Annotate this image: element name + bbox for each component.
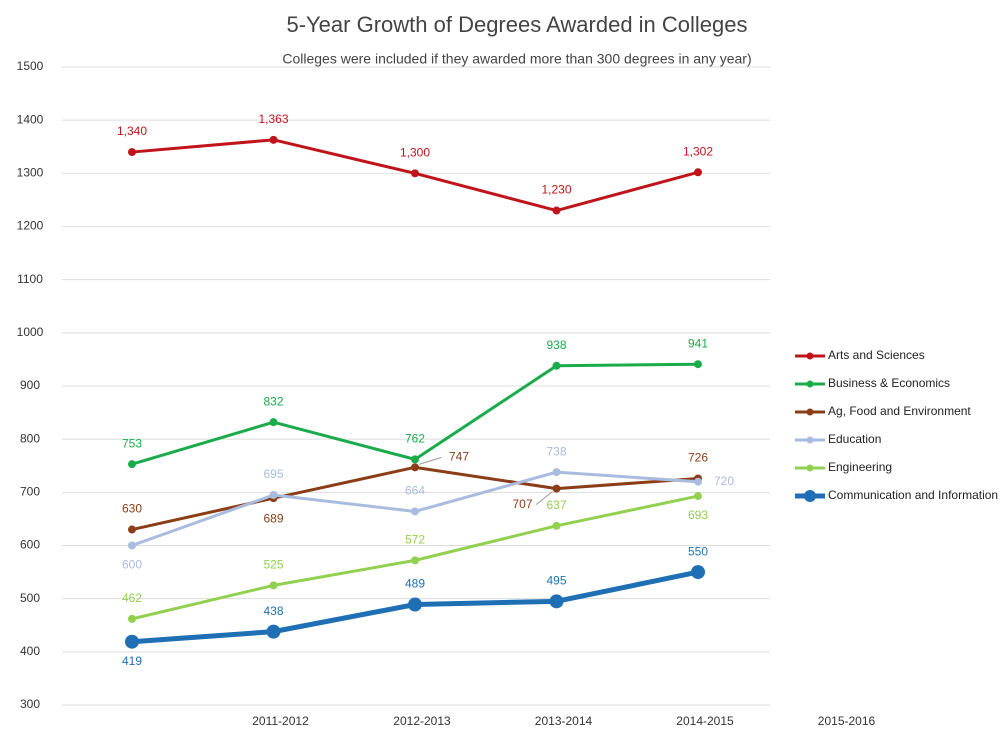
data-point <box>128 541 136 550</box>
y-tick-label: 700 <box>20 485 40 499</box>
data-label: 707 <box>512 497 532 511</box>
data-label: 1,300 <box>400 146 430 160</box>
data-point <box>411 507 419 516</box>
data-point <box>694 168 702 177</box>
data-point <box>552 468 561 477</box>
x-tick-label: 2015-2016 <box>818 714 876 728</box>
x-tick-label: 2013-2014 <box>535 714 593 728</box>
data-point <box>694 492 702 501</box>
leader-line <box>535 491 553 506</box>
y-tick-label: 1000 <box>17 325 44 339</box>
y-tick-label: 1300 <box>17 166 44 180</box>
data-label: 762 <box>405 432 425 446</box>
legend-marker <box>806 380 814 388</box>
data-point <box>411 169 419 178</box>
x-tick-label: 2014-2015 <box>676 714 734 728</box>
data-label: 637 <box>546 498 566 512</box>
data-label: 753 <box>122 436 142 450</box>
legend-label: Arts and Sciences <box>828 348 925 362</box>
data-point <box>552 361 561 370</box>
data-label: 419 <box>122 654 142 668</box>
y-tick-label: 400 <box>20 644 40 658</box>
y-tick-label: 1400 <box>17 112 44 126</box>
data-point <box>269 490 278 499</box>
data-point <box>549 594 564 609</box>
data-label: 938 <box>546 338 566 352</box>
series-line <box>131 362 699 466</box>
chart-subtitle: Colleges were included if they awarded m… <box>282 51 751 67</box>
data-point <box>694 477 702 486</box>
data-label: 525 <box>263 558 283 572</box>
legend-label: Engineering <box>828 460 892 474</box>
data-label: 1,302 <box>683 144 713 158</box>
y-tick-label: 900 <box>20 378 40 392</box>
data-label: 550 <box>688 544 708 558</box>
data-label: 438 <box>263 604 283 618</box>
data-label: 693 <box>688 508 708 522</box>
data-label: 747 <box>449 450 469 464</box>
data-label: 726 <box>688 451 708 465</box>
data-label: 1,230 <box>541 183 571 197</box>
legend-marker <box>806 408 814 416</box>
data-point <box>411 556 419 565</box>
data-point <box>269 581 278 590</box>
data-point <box>269 418 278 427</box>
leader-line <box>418 456 442 465</box>
data-point <box>269 135 278 144</box>
data-point <box>128 460 136 469</box>
y-tick-label: 500 <box>20 591 40 605</box>
data-point <box>552 206 561 215</box>
y-tick-label: 300 <box>20 697 40 711</box>
legend-label: Education <box>828 432 881 446</box>
data-label: 941 <box>688 336 708 350</box>
data-point <box>128 614 136 623</box>
data-point <box>691 565 705 580</box>
data-label: 720 <box>714 474 734 488</box>
data-point <box>411 455 419 464</box>
data-label: 1,340 <box>117 124 147 138</box>
data-label: 630 <box>122 502 142 516</box>
data-label: 462 <box>122 591 142 605</box>
data-point <box>408 597 422 612</box>
data-label: 689 <box>263 511 283 525</box>
data-point <box>125 634 139 649</box>
data-point <box>694 360 702 369</box>
data-label: 495 <box>546 573 566 587</box>
data-label: 600 <box>122 558 142 572</box>
legend-marker <box>804 490 816 502</box>
legend-label: Communication and Information <box>828 488 998 502</box>
data-point <box>552 484 561 493</box>
legend-marker <box>806 352 814 360</box>
y-tick-label: 1200 <box>17 219 44 233</box>
legend-marker <box>806 464 814 472</box>
y-tick-label: 1500 <box>17 59 44 73</box>
data-point <box>411 463 419 472</box>
data-label: 664 <box>405 484 425 498</box>
data-label: 738 <box>546 444 566 458</box>
data-label: 695 <box>263 467 283 481</box>
data-label: 832 <box>263 394 283 408</box>
x-tick-label: 2012-2013 <box>393 714 451 728</box>
legend-marker <box>806 436 814 444</box>
y-tick-label: 600 <box>20 538 40 552</box>
legend-label: Ag, Food and Environment <box>828 404 971 418</box>
x-tick-label: 2011-2012 <box>252 714 309 728</box>
data-point <box>552 521 561 530</box>
data-point <box>128 148 136 157</box>
y-tick-label: 1100 <box>17 272 43 286</box>
y-tick-label: 800 <box>20 431 40 445</box>
data-point <box>128 525 136 534</box>
data-label: 489 <box>405 577 425 591</box>
chart-title: 5-Year Growth of Degrees Awarded in Coll… <box>286 12 747 37</box>
data-label: 1,363 <box>258 112 288 126</box>
legend-label: Business & Economics <box>828 376 950 390</box>
data-point <box>266 624 281 639</box>
data-label: 572 <box>405 533 425 547</box>
